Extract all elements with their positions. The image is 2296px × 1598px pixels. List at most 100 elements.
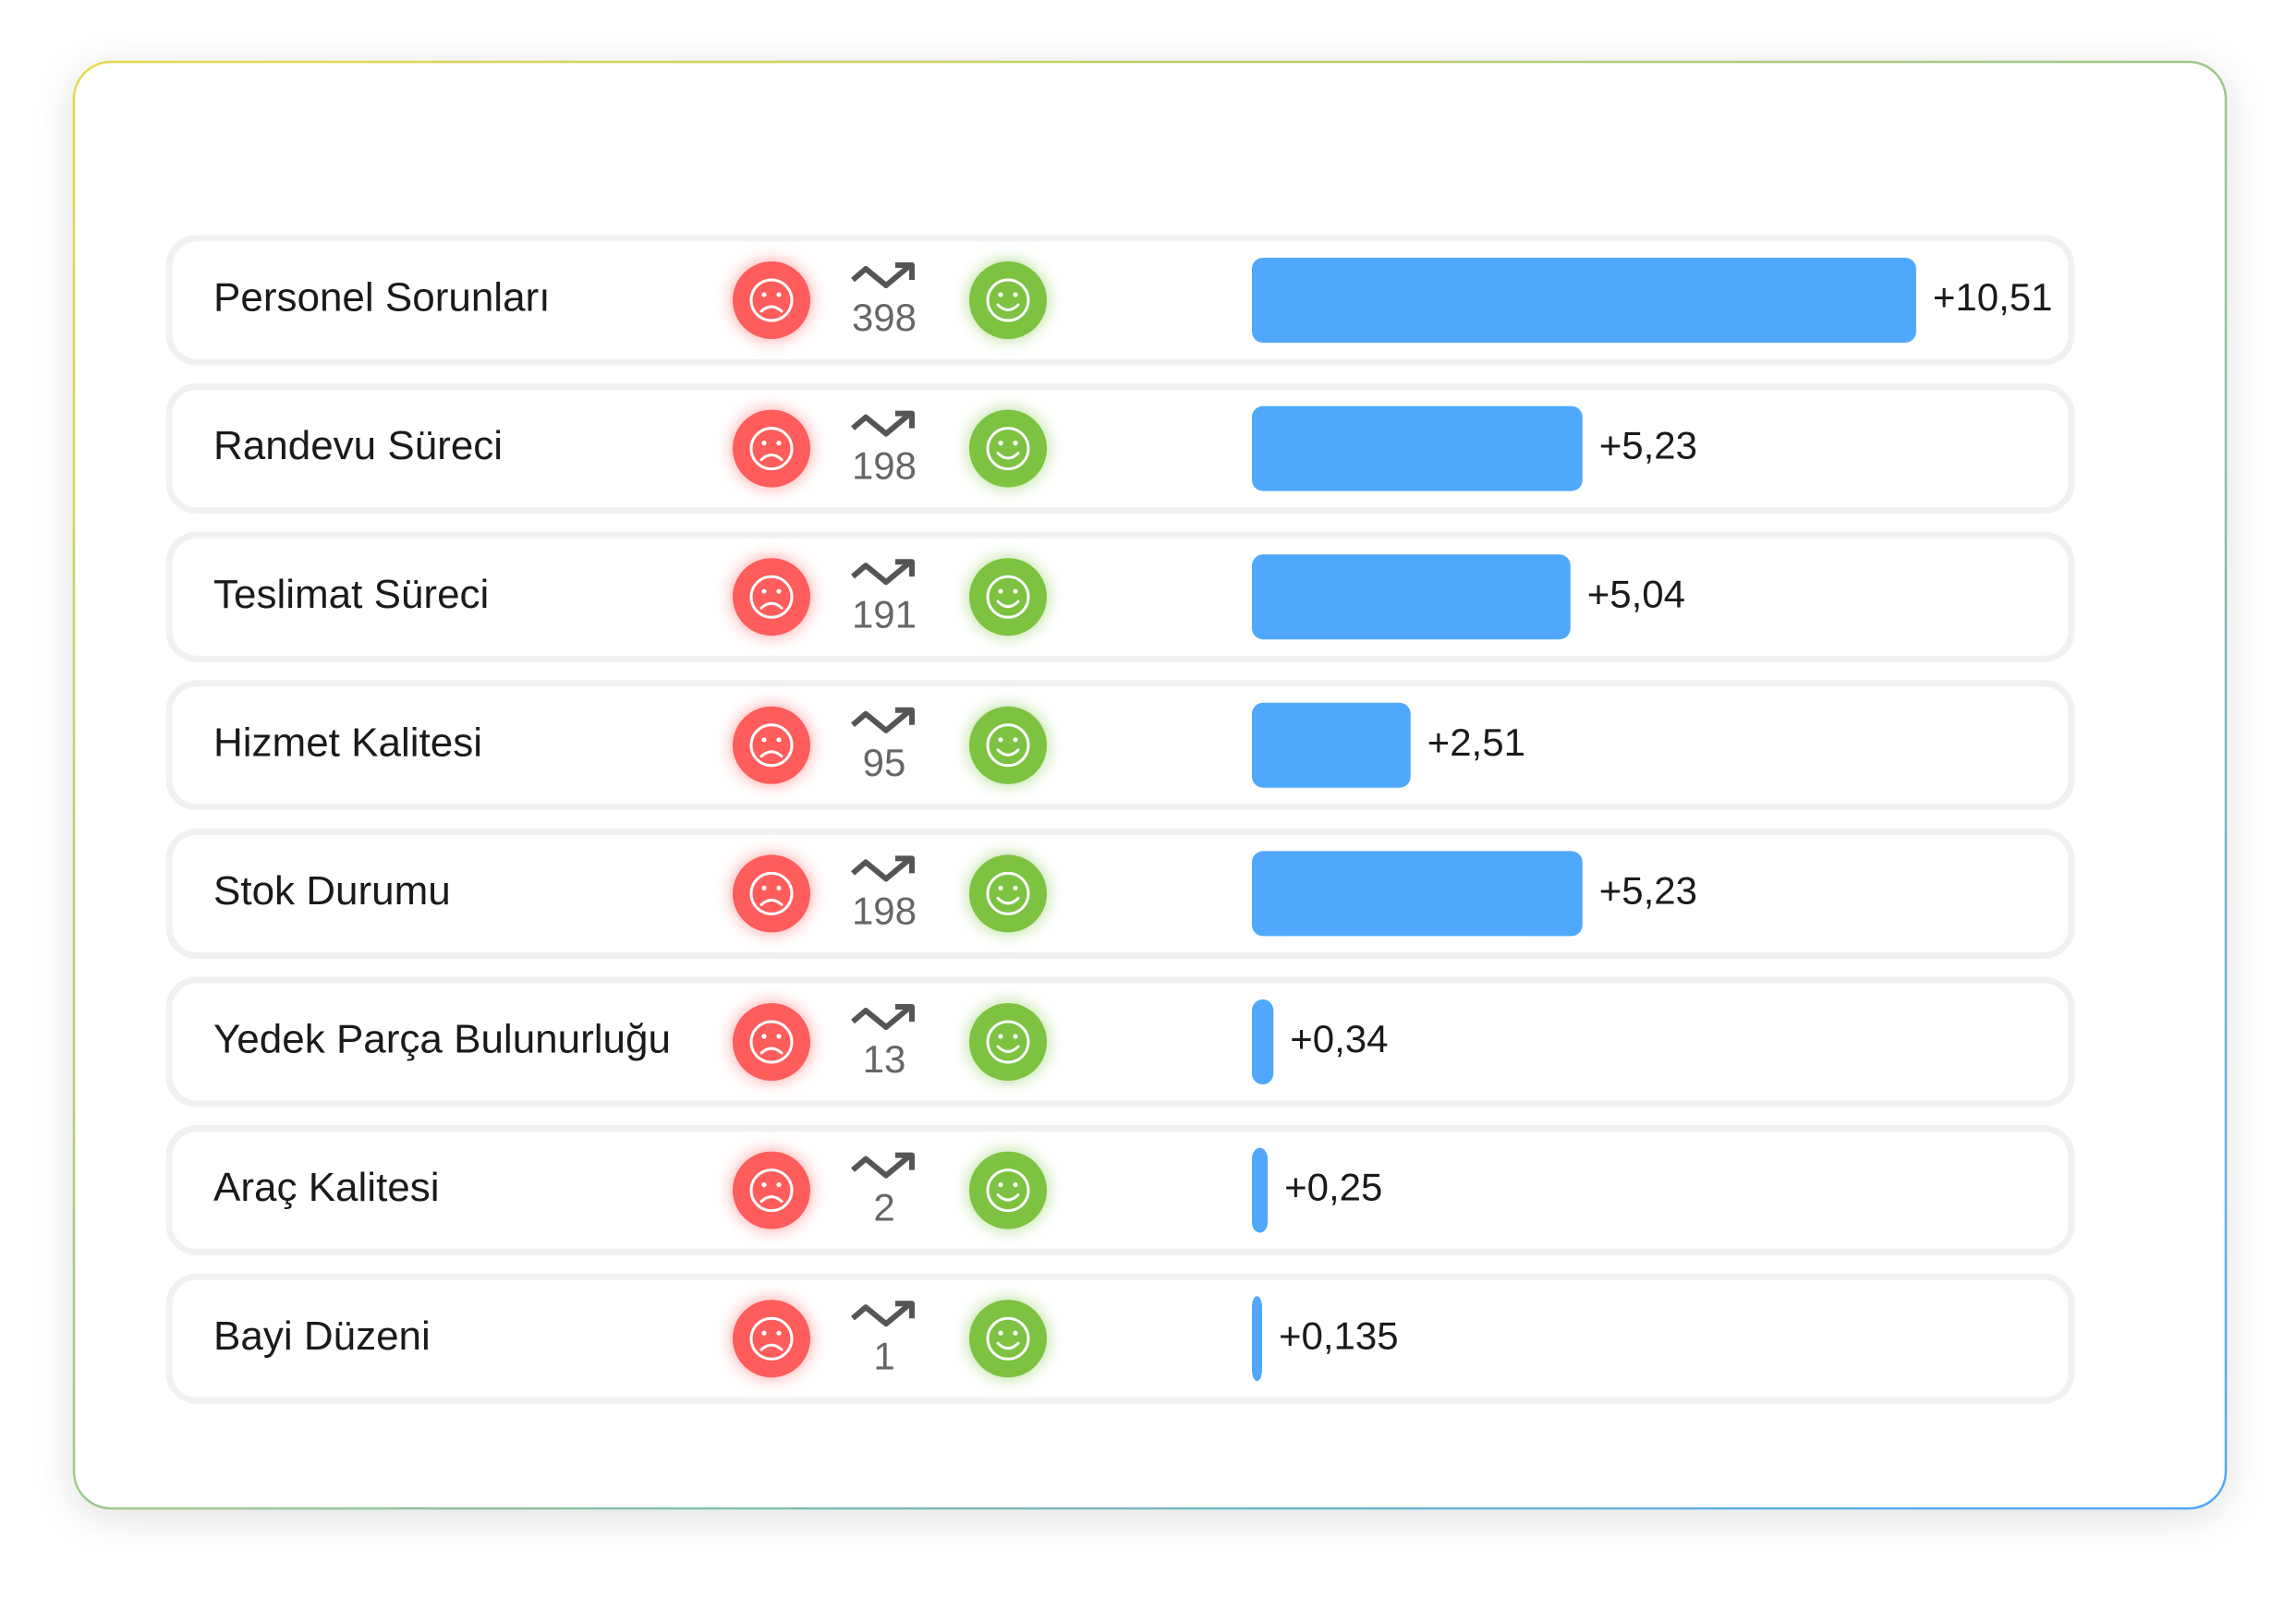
row bbox=[165, 976, 2075, 1108]
icon-eye bbox=[761, 1330, 767, 1336]
count: 191 bbox=[852, 592, 917, 636]
value-label: +2,51 bbox=[1427, 720, 1525, 764]
icon-mouth bbox=[759, 1047, 784, 1055]
icon-eye bbox=[776, 1182, 782, 1188]
icon-bg bbox=[969, 1003, 1047, 1081]
icon-mouth bbox=[996, 748, 1020, 757]
trend-icon bbox=[851, 410, 915, 437]
count: 2 bbox=[873, 1186, 894, 1229]
icon-eye bbox=[998, 1034, 1003, 1039]
icon-face bbox=[749, 1168, 794, 1213]
value-label: +10,51 bbox=[1933, 275, 2053, 319]
icon-mouth bbox=[996, 1341, 1020, 1350]
icon-bg bbox=[733, 1151, 810, 1229]
row-label: Stok Durumu bbox=[213, 868, 451, 914]
row-label: Teslimat Süreci bbox=[213, 572, 489, 617]
icon-face bbox=[986, 723, 1030, 768]
sad-icon bbox=[733, 854, 810, 933]
icon-bg bbox=[969, 409, 1047, 488]
value-label: +5,23 bbox=[1599, 424, 1697, 467]
icon-eye bbox=[1013, 588, 1018, 594]
sad-icon bbox=[733, 1003, 810, 1081]
icon-mouth bbox=[759, 898, 784, 906]
icon-bg bbox=[733, 854, 810, 933]
happy-icon bbox=[969, 558, 1047, 636]
icon-mouth bbox=[996, 1193, 1020, 1202]
count: 198 bbox=[852, 889, 917, 932]
icon-face bbox=[986, 575, 1030, 619]
value-label: +5,23 bbox=[1599, 868, 1697, 912]
icon-eye bbox=[998, 441, 1003, 446]
icon-face bbox=[986, 1020, 1030, 1064]
icon-face bbox=[749, 575, 794, 619]
trend-icon bbox=[851, 707, 915, 733]
icon-bg bbox=[733, 1300, 810, 1378]
value-label: +5,04 bbox=[1587, 572, 1685, 615]
icon-eye bbox=[998, 588, 1003, 594]
icon-face bbox=[749, 1316, 794, 1361]
count: 95 bbox=[863, 741, 906, 784]
value-label: +0,25 bbox=[1284, 1166, 1382, 1209]
bar bbox=[1252, 851, 1583, 937]
icon-eye bbox=[776, 441, 782, 446]
row bbox=[165, 1273, 2075, 1404]
icon-mouth bbox=[996, 1045, 1020, 1053]
value-label: +0,135 bbox=[1279, 1314, 1399, 1357]
icon-bg bbox=[969, 706, 1047, 784]
icon-mouth bbox=[996, 303, 1020, 311]
bar bbox=[1252, 554, 1571, 640]
icon-mouth bbox=[759, 750, 784, 758]
bar bbox=[1252, 1147, 1269, 1233]
icon-eye bbox=[776, 292, 782, 297]
row-label: Yedek Parça Bulunurluğu bbox=[213, 1017, 671, 1062]
icon-face bbox=[986, 278, 1030, 322]
icon-mouth bbox=[996, 599, 1020, 609]
icon-eye bbox=[1013, 885, 1018, 891]
row bbox=[165, 1125, 2075, 1256]
happy-icon bbox=[969, 1151, 1047, 1229]
icon-face bbox=[749, 427, 794, 471]
row bbox=[165, 531, 2075, 662]
count: 13 bbox=[863, 1037, 906, 1081]
icon-face bbox=[749, 871, 794, 915]
row bbox=[165, 680, 2075, 811]
icon-eye bbox=[776, 588, 782, 594]
icon-eye bbox=[761, 1182, 767, 1188]
happy-icon bbox=[969, 854, 1047, 933]
icon-bg bbox=[733, 558, 810, 636]
icon-eye bbox=[761, 737, 767, 743]
icon-eye bbox=[998, 1182, 1003, 1188]
icon-bg bbox=[733, 1003, 810, 1081]
sad-icon bbox=[733, 1151, 810, 1229]
icon-eye bbox=[761, 441, 767, 446]
happy-icon bbox=[969, 409, 1047, 488]
icon-mouth bbox=[759, 1343, 784, 1351]
icon-mouth bbox=[759, 601, 784, 610]
icon-bg bbox=[733, 409, 810, 488]
icon-eye bbox=[998, 885, 1003, 891]
icon-bg bbox=[969, 1151, 1047, 1229]
sad-icon bbox=[733, 706, 810, 784]
icon-mouth bbox=[996, 452, 1020, 460]
row-label: Hizmet Kalitesi bbox=[213, 720, 482, 765]
icon-mouth bbox=[759, 1195, 784, 1204]
icon-bg bbox=[733, 706, 810, 784]
icon-face bbox=[986, 1168, 1030, 1213]
icon-face bbox=[749, 1020, 794, 1064]
row-label: Personel Sorunları bbox=[213, 275, 550, 321]
happy-icon bbox=[969, 1003, 1047, 1081]
icon-bg bbox=[969, 854, 1047, 933]
bar bbox=[1252, 406, 1583, 491]
happy-icon bbox=[969, 261, 1047, 339]
icon-eye bbox=[998, 1330, 1003, 1336]
icon-eye bbox=[761, 292, 767, 297]
trend-icon bbox=[851, 1301, 915, 1327]
icon-eye bbox=[761, 1034, 767, 1039]
icon-bg bbox=[969, 261, 1047, 339]
row-label: Randevu Süreci bbox=[213, 423, 503, 468]
trend-icon bbox=[851, 559, 915, 586]
icon-face bbox=[749, 278, 794, 322]
row-label: Bayi Düzeni bbox=[213, 1314, 431, 1359]
icon-eye bbox=[776, 1330, 782, 1336]
